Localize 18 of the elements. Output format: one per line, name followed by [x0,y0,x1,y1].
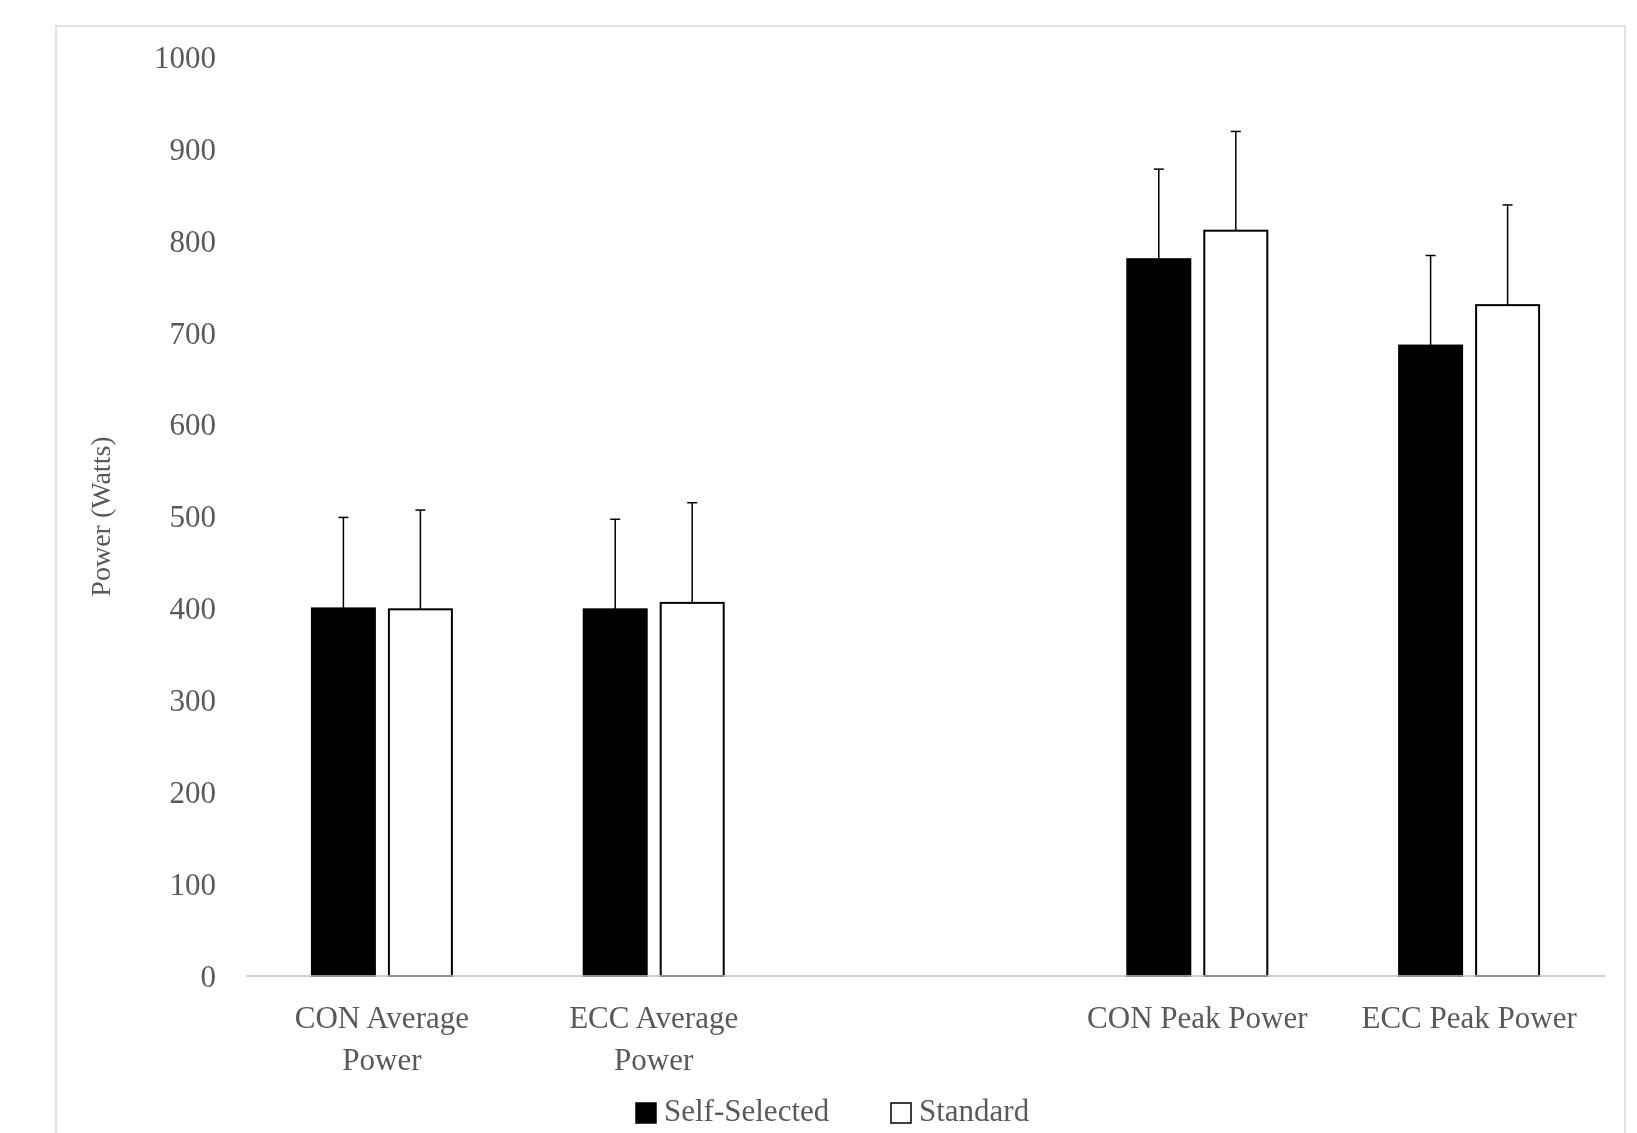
y-tick-label: 500 [169,499,216,535]
x-tick-label: ECC Average Power [569,1000,739,1077]
y-tick-label: 200 [169,775,216,811]
x-tick-label: CON Peak Power [1087,1000,1309,1035]
y-tick-label: 600 [169,407,216,443]
y-axis-title: Power (Watts) [85,436,116,597]
y-tick-label: 1000 [154,39,216,75]
y-tick-label: 0 [200,958,216,994]
y-tick-label: 700 [169,315,216,351]
x-tick-label: ECC Peak Power [1361,1000,1578,1035]
legend-label: Standard [919,1093,1030,1128]
y-tick-label: 100 [169,866,216,902]
y-tick-label: 900 [169,131,216,167]
y-tick-label: 400 [169,591,216,627]
legend-label: Self-Selected [664,1093,830,1128]
x-tick-label: CON Average Power [294,1000,469,1077]
y-tick-label: 300 [169,683,216,719]
y-tick-label: 800 [169,223,216,259]
